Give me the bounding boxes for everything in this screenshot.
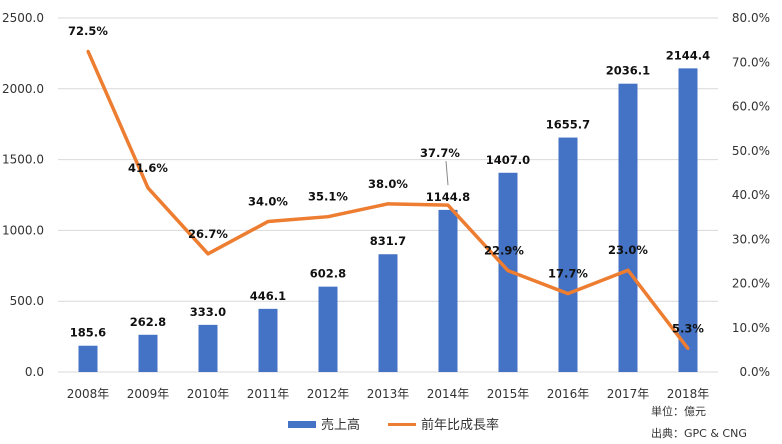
line-series: [86, 49, 690, 351]
bar-series: [78, 68, 698, 373]
y-right-tick-label: 10.0%: [732, 321, 770, 335]
y-right-tick-label: 30.0%: [732, 232, 770, 246]
line-data-label: 72.5%: [68, 24, 108, 38]
x-tick-label: 2018年: [667, 387, 710, 401]
bar-data-label: 262.8: [130, 315, 166, 329]
legend-label-bar: 売上高: [321, 417, 360, 433]
line-point: [206, 252, 210, 256]
x-tick-label: 2010年: [187, 387, 230, 401]
bar-data-label: 831.7: [370, 234, 406, 248]
y-left-tick-label: 0.0: [25, 365, 44, 379]
y-right-tick-label: 20.0%: [732, 277, 770, 291]
bar: [318, 286, 338, 372]
bar: [438, 209, 458, 372]
line-point: [686, 347, 690, 351]
line-data-label: 41.6%: [128, 161, 168, 175]
bar-data-label: 185.6: [70, 326, 106, 340]
line-point: [626, 268, 630, 272]
bar: [618, 83, 638, 373]
bar-data-label: 2036.1: [606, 64, 650, 78]
line-data-label: 38.0%: [368, 177, 408, 191]
bar: [378, 254, 398, 372]
bar: [198, 324, 218, 372]
legend-label-line: 前年比成長率: [421, 417, 499, 433]
line-data-label: 37.7%: [420, 146, 460, 160]
bar-data-label: 333.0: [190, 305, 226, 319]
bar-data-label: 602.8: [310, 267, 346, 281]
source-note: 出典：GPC & CNG: [651, 426, 747, 440]
bar: [558, 137, 578, 372]
y-axis-left: 0.0 500.0 1000.0 1500.0 2000.0 2500.0: [2, 11, 44, 379]
line-point: [446, 203, 450, 207]
line-data-label: 22.9%: [484, 244, 524, 258]
gridlines: [58, 17, 718, 373]
line-point: [386, 202, 390, 206]
legend-swatch-bar: [288, 421, 316, 428]
y-left-tick-label: 500.0: [10, 294, 44, 308]
line-point: [266, 220, 270, 224]
bar: [258, 308, 278, 372]
line-data-labels: 72.5% 41.6% 26.7% 34.0% 35.1% 38.0% 37.7% 22.9%…: [68, 24, 704, 335]
y-right-tick-label: 40.0%: [732, 188, 770, 202]
x-tick-label: 2009年: [127, 387, 170, 401]
y-right-tick-label: 50.0%: [732, 144, 770, 158]
label-leader-line: [445, 161, 449, 186]
x-tick-label: 2012年: [307, 387, 350, 401]
line-data-label: 5.3%: [672, 322, 704, 336]
y-right-tick-label: 60.0%: [732, 100, 770, 114]
line-data-label: 26.7%: [188, 227, 228, 241]
x-tick-label: 2008年: [67, 387, 110, 401]
legend: 売上高 前年比成長率: [288, 417, 499, 433]
line-point: [566, 292, 570, 296]
y-right-tick-label: 0.0%: [740, 365, 771, 379]
line-data-label: 17.7%: [548, 267, 588, 281]
bar: [138, 334, 158, 372]
line-data-label: 34.0%: [248, 195, 288, 209]
x-tick-label: 2016年: [547, 387, 590, 401]
y-right-tick-label: 80.0%: [732, 11, 770, 25]
x-tick-label: 2013年: [367, 387, 410, 401]
y-axis-right: 0.0% 10.0% 20.0% 30.0% 40.0% 50.0% 60.0% 70.0% 8…: [732, 11, 770, 379]
bar-data-label: 1655.7: [546, 118, 590, 132]
x-tick-label: 2011年: [247, 387, 290, 401]
line-point: [86, 49, 90, 53]
bar-data-label: 1407.0: [486, 153, 530, 167]
x-axis: 2008年 2009年 2010年 2011年 2012年 2013年 2014年 2015年…: [67, 387, 710, 401]
line-point: [506, 269, 510, 273]
bar-data-label: 1144.8: [426, 190, 470, 204]
line-data-label: 35.1%: [308, 190, 348, 204]
unit-note: 単位：億元: [651, 404, 706, 418]
y-right-tick-label: 70.0%: [732, 55, 770, 69]
bar: [78, 345, 98, 372]
line-point: [146, 186, 150, 190]
x-tick-label: 2017年: [607, 387, 650, 401]
bar-data-label: 446.1: [250, 289, 286, 303]
line-point: [326, 215, 330, 219]
bar: [678, 68, 698, 372]
line-data-label: 23.0%: [608, 243, 648, 257]
y-left-tick-label: 1500.0: [2, 153, 44, 167]
y-left-tick-label: 2000.0: [2, 82, 44, 96]
y-left-tick-label: 1000.0: [2, 223, 44, 237]
bar-data-labels: 185.6 262.8 333.0 446.1 602.8 831.7 1144.8 1407…: [70, 48, 710, 339]
y-left-tick-label: 2500.0: [2, 11, 44, 25]
bar-data-label: 2144.4: [666, 48, 710, 62]
x-tick-label: 2014年: [427, 387, 470, 401]
x-tick-label: 2015年: [487, 387, 530, 401]
